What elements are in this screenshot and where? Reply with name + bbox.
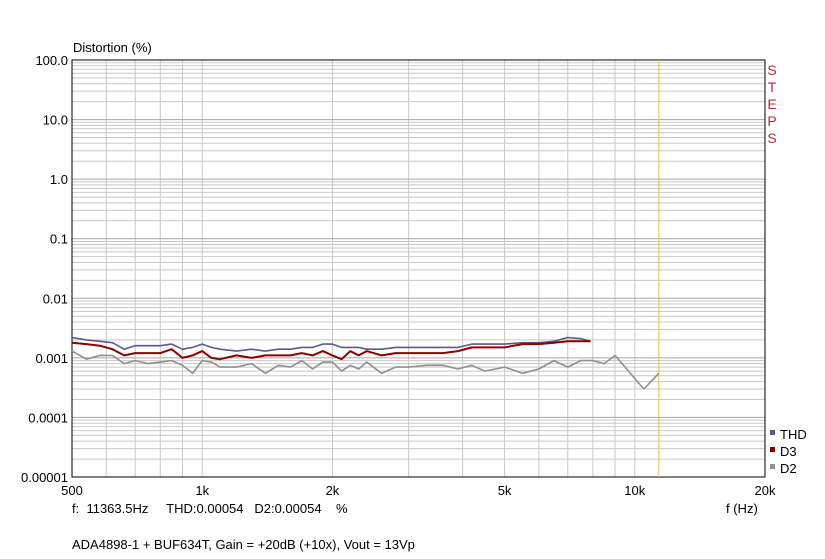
series-line-d3	[71, 340, 591, 361]
x-tick-label: 500	[61, 483, 83, 498]
y-tick-label: 0.00001	[21, 470, 68, 485]
steps-letter: T	[768, 79, 777, 95]
legend-label-thd: THD	[780, 427, 807, 442]
chart-caption: ADA4898-1 + BUF634T, Gain = +20dB (+10x)…	[72, 537, 415, 552]
plot-frame	[71, 59, 766, 478]
y-tick-label: 0.0001	[28, 410, 68, 425]
x-tick-labels: 500 1k 2k 5k 10k 20k	[61, 483, 776, 498]
steps-letter: P	[767, 113, 776, 129]
x-tick-label: 5k	[498, 483, 512, 498]
steps-letter: S	[767, 62, 776, 78]
x-tick-label: 1k	[195, 483, 209, 498]
legend-label-d2: D2	[780, 461, 797, 476]
x-tick-label: 20k	[755, 483, 776, 498]
grid-lines	[72, 60, 765, 477]
y-tick-label: 10.0	[43, 113, 68, 128]
y-tick-label: 1.0	[50, 172, 68, 187]
x-axis-label: f (Hz)	[726, 501, 758, 516]
legend: THD D3 D2	[770, 427, 807, 476]
y-tick-label: 0.001	[35, 351, 68, 366]
y-tick-label: 0.01	[43, 291, 68, 306]
legend-label-d3: D3	[780, 444, 797, 459]
x-tick-label: 2k	[326, 483, 340, 498]
steps-letter: E	[767, 96, 776, 112]
series-line-d2	[71, 350, 660, 390]
x-tick-label: 10k	[624, 483, 645, 498]
cursor-readout: f: 11363.5Hz THD:0.00054 D2:0.00054 %	[72, 501, 348, 516]
y-tick-labels: 100.0 10.0 1.0 0.1 0.01 0.001 0.0001 0.00001	[21, 53, 68, 485]
series-layer	[71, 336, 660, 390]
legend-swatch-thd	[770, 430, 775, 435]
series-line-thd	[71, 336, 591, 352]
y-axis-label: Distortion (%)	[73, 40, 152, 55]
legend-swatch-d2	[770, 464, 775, 469]
y-tick-label: 0.1	[50, 232, 68, 247]
steps-letter: S	[767, 130, 776, 146]
y-tick-label: 100.0	[35, 53, 68, 68]
legend-swatch-d3	[770, 447, 775, 452]
